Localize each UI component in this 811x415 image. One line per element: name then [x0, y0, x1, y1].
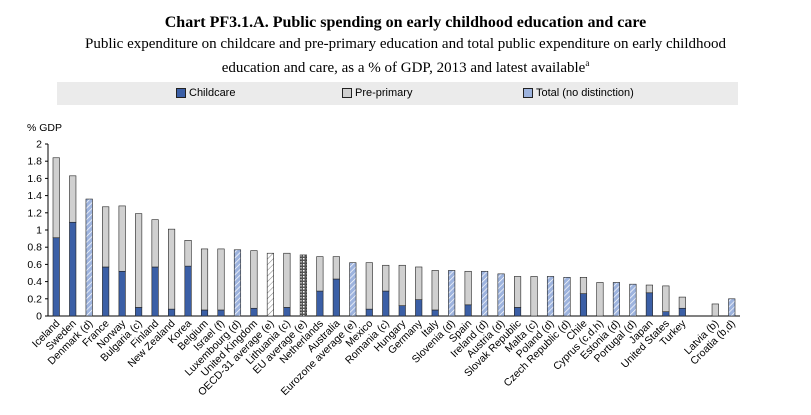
- y-tick-label: 1: [36, 225, 42, 237]
- bar-total: [233, 249, 242, 317]
- footnote-text: [0, 405, 811, 415]
- bar-childcare: [332, 278, 340, 317]
- bar-pre-primary: [151, 219, 159, 268]
- y-tick-label: 0.6: [27, 259, 42, 271]
- legend-swatch-total: [523, 88, 533, 98]
- bar-pre-primary: [645, 284, 653, 294]
- bar-pre-primary: [431, 270, 439, 311]
- bar-childcare: [579, 293, 588, 317]
- bar-total: [448, 270, 456, 317]
- bar-total: [612, 282, 620, 317]
- bar-pre-primary: [398, 264, 406, 306]
- bar-total: [546, 276, 555, 317]
- subtitle-line-2: education and care, as a % of GDP, 2013 …: [221, 60, 586, 76]
- bar-pre-primary: [332, 256, 340, 280]
- bar-pre-primary: [464, 270, 472, 306]
- subtitle-line-1: Public expenditure on childcare and pre-…: [84, 36, 727, 52]
- y-tick-label: 0: [36, 311, 42, 323]
- bar-pre-primary: [250, 250, 258, 309]
- bar-childcare: [69, 221, 77, 317]
- bar-pre-primary: [514, 276, 522, 308]
- legend-label-pre-primary: Pre-primary: [355, 87, 413, 99]
- bar-pre-primary: [102, 206, 110, 268]
- legend-label-total: Total (no distinction): [536, 87, 634, 99]
- bar-childcare: [365, 308, 373, 317]
- bar-childcare: [662, 311, 670, 317]
- legend-swatch-pre-primary: [342, 88, 352, 98]
- bar-total: [629, 283, 637, 317]
- chart-legend: Childcare Pre-primary Total (no distinct…: [57, 82, 738, 105]
- bar-total-eu-average: [299, 254, 307, 317]
- bar-pre-primary: [168, 228, 176, 310]
- y-tick-label: 0.8: [27, 242, 42, 254]
- bar-pre-primary: [135, 213, 143, 308]
- bar-pre-primary: [69, 175, 77, 223]
- bar-childcare: [102, 266, 110, 317]
- bar-pre-primary: [711, 303, 719, 317]
- bar-childcare: [118, 270, 126, 317]
- bar-total: [85, 198, 93, 317]
- bar-childcare: [431, 309, 439, 317]
- bar-childcare: [217, 309, 225, 317]
- bar-childcare: [250, 307, 258, 317]
- bar-pre-primary: [118, 205, 126, 272]
- legend-item-pre-primary: Pre-primary: [342, 87, 412, 99]
- bar-childcare: [514, 307, 522, 317]
- legend-swatch-childcare: [176, 88, 186, 98]
- bar-pre-primary: [415, 266, 423, 300]
- bar-total: [349, 262, 357, 317]
- bar-pre-primary: [365, 262, 373, 310]
- bar-pre-primary: [200, 248, 209, 311]
- bar-childcare: [135, 307, 143, 317]
- y-tick-label: 1.2: [27, 207, 42, 219]
- y-axis: 0 0.2 0.4 0.6 0.8 1 1.2 1.4 1.6 1.8 2: [27, 139, 740, 323]
- y-tick-label: 2: [36, 139, 42, 151]
- bar-childcare: [464, 304, 472, 317]
- bar-childcare: [151, 266, 159, 317]
- bar-childcare: [184, 265, 192, 317]
- bar-childcare: [316, 290, 324, 317]
- bar-total: [728, 298, 736, 317]
- bar-childcare: [415, 299, 423, 317]
- bars: [52, 157, 736, 317]
- chart-subtitle: Public expenditure on childcare and pre-…: [20, 35, 791, 78]
- bar-pre-primary: [596, 282, 604, 317]
- bar-total-oecd-average: [266, 252, 274, 317]
- subtitle-footnote-marker: a: [585, 58, 590, 68]
- bar-childcare: [168, 308, 176, 317]
- y-tick-label: 0.4: [27, 276, 42, 288]
- y-tick-label: 1.6: [27, 173, 42, 185]
- bar-childcare: [52, 237, 60, 317]
- legend-item-total: Total (no distinction): [523, 87, 634, 99]
- bar-pre-primary: [316, 256, 324, 292]
- y-tick-label: 1.8: [27, 156, 42, 168]
- bar-childcare: [200, 309, 209, 317]
- bar-pre-primary: [52, 157, 60, 239]
- bar-total: [481, 270, 489, 317]
- bar-childcare: [283, 307, 291, 317]
- y-tick-label: 0.2: [27, 293, 42, 305]
- bar-total: [497, 273, 505, 317]
- bar-pre-primary: [579, 276, 588, 294]
- bar-pre-primary: [217, 248, 225, 311]
- chart-title: Chart PF3.1.A. Public spending on early …: [164, 14, 647, 31]
- bar-childcare: [645, 292, 653, 317]
- bar-childcare: [678, 307, 686, 317]
- bar-pre-primary: [382, 264, 390, 292]
- bar-pre-primary: [662, 285, 670, 312]
- bar-pre-primary: [678, 296, 686, 309]
- legend-label-childcare: Childcare: [189, 87, 236, 99]
- bar-pre-primary: [283, 252, 291, 308]
- y-tick-label: 1.4: [27, 190, 42, 202]
- bar-pre-primary: [184, 240, 192, 267]
- bar-childcare: [382, 290, 390, 317]
- bar-pre-primary: [530, 276, 538, 317]
- bar-total: [563, 276, 571, 317]
- bar-childcare: [398, 305, 406, 317]
- legend-item-childcare: Childcare: [176, 87, 235, 99]
- y-axis-label: % GDP: [27, 122, 62, 134]
